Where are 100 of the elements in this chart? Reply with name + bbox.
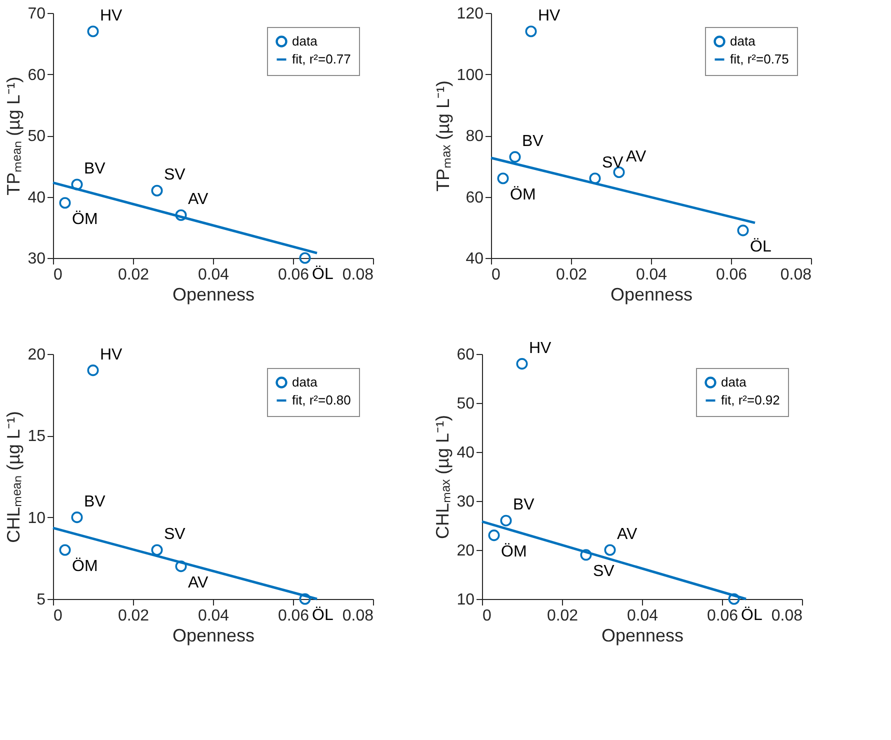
y-tick-label: 70 (28, 6, 46, 22)
point (604, 544, 616, 556)
x-tick-label: 0.08 (780, 266, 812, 284)
x-tick-label: 0.06 (716, 266, 748, 284)
annotation: BV (84, 493, 106, 510)
legend-label: fit, r²=0.92 (721, 392, 780, 408)
y-axis-title: TPₘₐₓ (µg L⁻¹) (432, 80, 453, 192)
annotation: ÖM (510, 185, 536, 204)
x-tick-label: 0.02 (546, 608, 578, 624)
y-tick-label: 40 (28, 189, 46, 206)
x-tick-label: 0.06 (278, 608, 310, 624)
y-tick-label: 20 (28, 346, 46, 364)
x-tick-label: 0.04 (198, 266, 230, 284)
point (87, 26, 99, 38)
point (151, 544, 163, 556)
point (516, 358, 528, 370)
y-tick-label: 10 (28, 510, 46, 527)
y-tick-label: 10 (456, 592, 475, 608)
point (299, 252, 311, 264)
y-tick-label: 15 (28, 428, 46, 446)
point (299, 593, 311, 605)
x-axis-title: Openness (172, 284, 255, 304)
y-tick-label: 60 (456, 346, 475, 364)
x-tick-label: 0.08 (342, 266, 374, 284)
y-tick-label: 120 (456, 6, 484, 22)
y-tick-label: 50 (28, 128, 46, 145)
x-tick-label: 0.04 (626, 608, 658, 624)
annotation: SV (593, 562, 615, 580)
y-tick-label: 50 (456, 396, 475, 412)
annotation: HV (100, 7, 123, 24)
point (488, 530, 500, 542)
x-tick-label: 0 (492, 266, 500, 284)
annotation: SV (602, 154, 624, 172)
x-tick-label: 0 (54, 266, 62, 284)
point (175, 560, 187, 572)
legend-label: data (730, 34, 756, 48)
y-tick-label: 30 (456, 494, 475, 510)
point (737, 224, 749, 236)
point (71, 178, 83, 190)
x-tick-label: 0.04 (198, 608, 230, 624)
y-axis-title: TPₘₑₐₙ (µg L⁻¹) (4, 76, 24, 196)
legend-label: fit, r²=0.75 (730, 52, 789, 66)
annotation: AV (188, 574, 208, 592)
point (71, 512, 83, 524)
annotation: HV (538, 7, 561, 24)
annotation: ÖM (72, 210, 98, 228)
x-tick-label: 0.02 (118, 266, 150, 284)
point (500, 514, 512, 526)
y-tick-label: 30 (28, 250, 46, 268)
y-axis-title: CHLₘₑₐₙ (µg L⁻¹) (4, 411, 24, 543)
annotation: ÖL (750, 237, 772, 256)
legend-label: fit, r²=0.77 (292, 52, 351, 66)
point (59, 544, 71, 556)
point (580, 549, 592, 561)
x-tick-label: 0.08 (771, 608, 803, 624)
legend-label: fit, r²=0.80 (292, 392, 351, 408)
y-tick-label: 40 (456, 444, 475, 462)
annotation: ÖL (312, 265, 334, 283)
annotation: BV (84, 160, 106, 178)
x-tick-label: 0 (54, 608, 62, 624)
y-tick-label: 80 (466, 128, 484, 145)
legend-label: data (292, 34, 318, 48)
annotation: AV (617, 526, 638, 543)
point (589, 172, 601, 184)
x-tick-label: 0.02 (556, 266, 588, 284)
point (59, 197, 71, 209)
x-axis-title: Openness (172, 626, 255, 646)
annotation: SV (164, 526, 186, 543)
point (525, 26, 537, 38)
point (497, 172, 509, 184)
annotation: AV (188, 191, 208, 208)
legend-label: data (292, 374, 318, 390)
annotation: ÖM (501, 542, 527, 560)
y-tick-label: 60 (28, 66, 46, 84)
y-axis-title: CHLₘₐₓ (µg L⁻¹) (432, 415, 453, 539)
annotation: HV (529, 340, 552, 357)
y-tick-label: 100 (456, 66, 484, 84)
point (728, 593, 740, 605)
annotation: SV (164, 166, 186, 184)
annotation: BV (522, 132, 544, 150)
point (151, 184, 163, 196)
x-tick-label: 0.02 (118, 608, 150, 624)
point (175, 209, 187, 221)
x-tick-label: 0.04 (636, 266, 668, 284)
x-tick-label: 0 (482, 608, 492, 624)
point (87, 364, 99, 376)
x-axis-title: Openness (601, 626, 684, 646)
annotation: BV (513, 496, 535, 514)
point (509, 151, 521, 163)
y-tick-label: 60 (466, 189, 484, 206)
y-tick-label: 40 (466, 250, 484, 268)
annotation: HV (100, 346, 123, 364)
annotation: ÖL (741, 606, 762, 624)
x-axis-title: Openness (610, 284, 693, 304)
annotation: ÖM (72, 557, 98, 575)
annotation: AV (626, 148, 646, 166)
annotation: ÖL (312, 606, 334, 624)
legend-label: data (721, 374, 748, 390)
y-tick-label: 20 (456, 542, 475, 560)
y-tick-label: 5 (36, 592, 46, 608)
